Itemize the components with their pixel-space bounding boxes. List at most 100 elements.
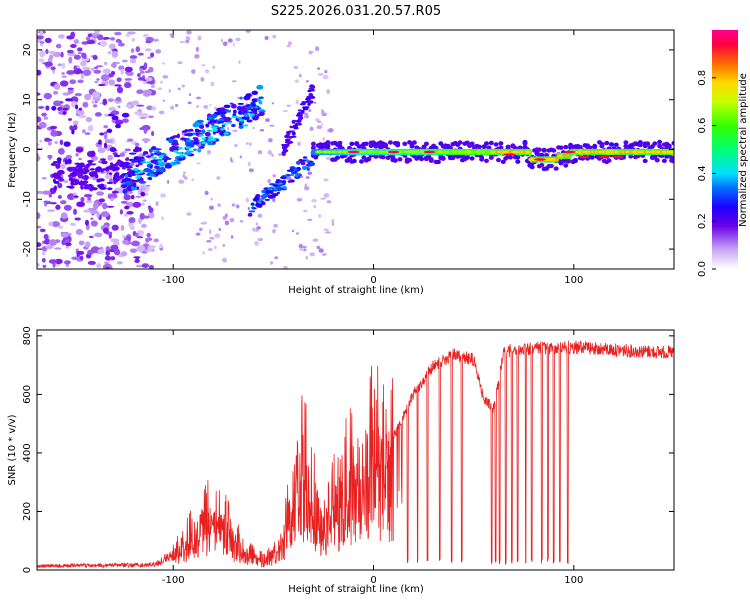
noise-speck <box>38 121 47 129</box>
carrier-halo <box>335 155 340 160</box>
noise-speck <box>37 225 42 229</box>
upper-branch-cell <box>296 112 301 117</box>
upper-branch-cell <box>186 142 195 148</box>
carrier-halo <box>498 141 504 146</box>
carrier-halo <box>469 156 475 161</box>
upper-branch-cell <box>254 106 259 109</box>
upper-branch-hotspot <box>207 129 213 132</box>
carrier-halo <box>496 157 501 163</box>
upper-branch-hotspot <box>177 147 183 150</box>
lower-branch-cell <box>275 185 282 191</box>
lower-branch-cell <box>295 160 301 165</box>
noise-speck <box>96 78 100 81</box>
noise-speck <box>204 69 210 74</box>
noise-speck <box>209 205 214 210</box>
carrier-halo <box>397 157 403 162</box>
noise-cluster <box>124 158 130 161</box>
noise-speck <box>84 209 90 213</box>
noise-speck <box>313 204 317 209</box>
noise-speck <box>136 104 145 107</box>
noise-speck <box>147 56 152 59</box>
carrier-hotspot <box>563 150 576 154</box>
noise-speck <box>171 34 175 39</box>
noise-speck <box>103 227 109 234</box>
noise-speck <box>148 66 154 73</box>
carrier-halo <box>486 145 492 150</box>
noise-speck <box>81 66 91 70</box>
carrier-halo <box>488 155 494 160</box>
noise-speck <box>182 171 186 174</box>
noise-speck <box>135 232 139 238</box>
noise-cluster <box>89 168 95 171</box>
noise-speck <box>121 118 129 123</box>
carrier-halo <box>544 152 550 158</box>
carrier-halo <box>606 158 612 163</box>
carrier-halo <box>539 152 545 158</box>
noise-speck <box>108 79 116 86</box>
noise-speck <box>93 30 101 34</box>
noise-speck <box>57 182 63 189</box>
noise-speck <box>133 256 141 259</box>
noise-cluster <box>81 171 88 175</box>
noise-cluster <box>121 112 130 118</box>
noise-speck <box>90 67 95 71</box>
noise-speck <box>297 141 301 146</box>
spectrogram-y-tick-label: -10 <box>22 191 33 207</box>
noise-speck <box>94 66 98 70</box>
noise-cluster <box>109 147 117 153</box>
noise-speck <box>60 212 68 219</box>
upper-branch-cell <box>251 90 259 96</box>
noise-cluster <box>113 154 121 158</box>
noise-speck <box>67 87 74 90</box>
noise-speck <box>273 223 278 228</box>
noise-speck <box>245 142 250 145</box>
noise-speck <box>105 250 110 256</box>
upper-branch-cell <box>130 185 138 191</box>
chart-title: S225.2026.031.20.57.R05 <box>271 4 441 19</box>
upper-branch-hotspot <box>179 154 185 157</box>
noise-speck <box>125 71 129 74</box>
upper-branch-hotspot <box>146 161 152 164</box>
noise-speck <box>82 129 86 134</box>
noise-speck <box>132 201 142 208</box>
noise-speck <box>37 116 42 123</box>
upper-branch-cell <box>210 122 215 127</box>
noise-cluster <box>106 128 113 133</box>
noise-speck <box>73 38 80 45</box>
upper-branch-cell <box>143 167 151 173</box>
noise-speck <box>78 157 82 161</box>
noise-speck <box>257 237 264 242</box>
carrier-halo <box>500 159 506 164</box>
noise-speck <box>272 228 276 234</box>
noise-speck <box>90 32 100 36</box>
noise-cluster <box>100 168 104 173</box>
noise-speck <box>303 186 310 191</box>
noise-speck <box>90 220 98 227</box>
noise-speck <box>196 162 201 165</box>
noise-speck <box>320 109 325 114</box>
noise-speck <box>50 130 58 137</box>
noise-speck <box>96 211 100 218</box>
upper-branch-hotspot <box>231 115 237 119</box>
snr-y-tick-label: 800 <box>22 326 33 345</box>
noise-speck <box>147 205 152 210</box>
carrier-halo <box>349 141 355 146</box>
noise-speck <box>90 246 100 254</box>
noise-speck <box>293 66 299 69</box>
noise-speck <box>73 208 77 215</box>
snr-panel: -100 0 100 0 200 400 600 800 Height of straigh… <box>7 326 675 595</box>
noise-speck <box>291 229 295 233</box>
noise-speck <box>120 68 125 75</box>
noise-speck <box>199 227 203 232</box>
upper-branch-cell <box>128 158 137 162</box>
noise-speck <box>271 153 274 157</box>
noise-speck <box>140 186 147 191</box>
carrier-halo <box>657 139 663 145</box>
carrier-hotspot <box>423 150 436 154</box>
noise-speck <box>271 102 275 105</box>
noise-cluster <box>99 132 105 136</box>
noise-speck <box>216 176 221 180</box>
noise-cluster <box>106 181 114 185</box>
upper-branch-cell <box>305 97 311 101</box>
